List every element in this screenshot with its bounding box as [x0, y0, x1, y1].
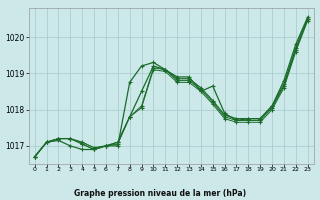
Text: Graphe pression niveau de la mer (hPa): Graphe pression niveau de la mer (hPa)	[74, 189, 246, 198]
